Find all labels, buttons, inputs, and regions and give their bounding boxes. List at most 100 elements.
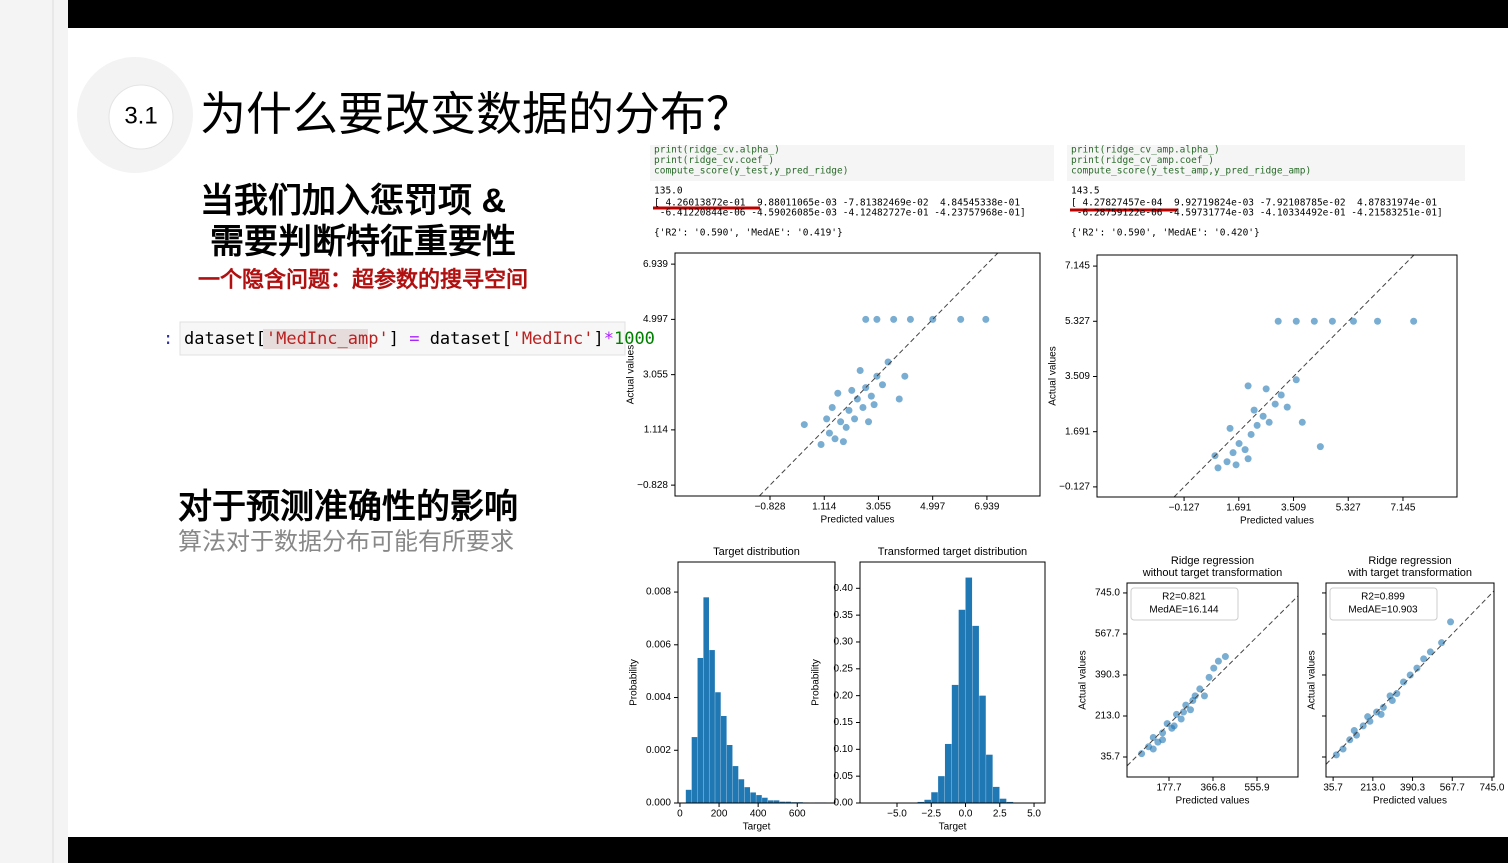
x-tick-label: 600 bbox=[789, 809, 806, 820]
hist-bar bbox=[958, 609, 966, 803]
point bbox=[1420, 655, 1428, 663]
hist-bar bbox=[779, 801, 786, 803]
point bbox=[1271, 400, 1279, 408]
x-axis-label: Predicted values bbox=[1373, 796, 1447, 807]
chart-title: Ridge regression bbox=[1368, 555, 1451, 567]
point bbox=[1244, 455, 1252, 463]
point bbox=[831, 435, 839, 443]
y-axis-label: Actual values bbox=[626, 345, 637, 404]
point bbox=[1159, 729, 1167, 737]
y-tick-label: −0.127 bbox=[1059, 482, 1090, 493]
x-tick-label: 35.7 bbox=[1323, 783, 1343, 794]
y-tick-label: 0.30 bbox=[834, 637, 854, 648]
point bbox=[1229, 449, 1237, 457]
plot-frame bbox=[674, 252, 1041, 497]
point bbox=[1244, 382, 1252, 390]
y-tick-label: 35.7 bbox=[1101, 752, 1121, 763]
y-axis-label: Probability bbox=[811, 659, 822, 706]
point bbox=[1283, 403, 1291, 411]
chart-title: Transformed target distribution bbox=[878, 546, 1027, 558]
code-line: print(ridge_cv_amp.coef_) bbox=[1071, 155, 1214, 166]
hist-bar bbox=[972, 625, 979, 803]
point bbox=[1438, 639, 1446, 647]
code-line: compute_score(y_test_amp,y_pred_ridge_am… bbox=[1071, 166, 1311, 177]
y-tick-label: 0.10 bbox=[834, 744, 854, 755]
x-tick-label: 366.8 bbox=[1200, 783, 1225, 794]
point bbox=[856, 367, 864, 375]
plot-frame bbox=[1096, 254, 1458, 498]
hist-bar bbox=[951, 684, 959, 803]
reference-line bbox=[1325, 590, 1495, 765]
point bbox=[1177, 715, 1185, 723]
x-tick-label: 6.939 bbox=[974, 502, 999, 513]
point bbox=[870, 401, 878, 409]
x-tick-label: −0.828 bbox=[755, 502, 786, 513]
x-axis-label: Target bbox=[743, 822, 771, 833]
point bbox=[906, 315, 914, 323]
y-tick-label: 0.008 bbox=[646, 587, 671, 598]
y-tick-label: 0.25 bbox=[834, 663, 854, 674]
point bbox=[1223, 458, 1231, 466]
x-tick-label: −0.127 bbox=[1169, 503, 1200, 514]
point bbox=[1426, 648, 1434, 656]
y-tick-label: −0.828 bbox=[637, 480, 668, 491]
hist-bar bbox=[697, 657, 704, 803]
hist-bar bbox=[762, 797, 768, 803]
hist-bar bbox=[715, 692, 721, 803]
hist-bar bbox=[721, 715, 727, 803]
y-tick-label: 0.40 bbox=[834, 583, 854, 594]
hist-bar bbox=[732, 766, 739, 803]
point bbox=[1298, 418, 1306, 426]
reference-line bbox=[758, 252, 999, 497]
point bbox=[1214, 657, 1222, 665]
chart-title: without target transformation bbox=[1142, 567, 1282, 579]
point bbox=[1149, 745, 1157, 753]
point bbox=[1205, 673, 1213, 681]
point bbox=[1410, 317, 1418, 325]
reference-line bbox=[1173, 254, 1415, 498]
reference-line bbox=[1126, 595, 1299, 767]
point bbox=[1262, 385, 1270, 393]
output-line: {'R2': '0.590', 'MedAE': '0.419'} bbox=[654, 228, 843, 239]
x-axis-label: Predicted values bbox=[1176, 796, 1250, 807]
point bbox=[1364, 713, 1372, 721]
point bbox=[1232, 461, 1240, 469]
x-tick-label: 200 bbox=[711, 809, 728, 820]
point bbox=[823, 415, 831, 423]
y-tick-label: 1.114 bbox=[644, 425, 669, 436]
point bbox=[1180, 708, 1188, 716]
point bbox=[982, 315, 990, 323]
note: 一个隐含问题：超参数的搜寻空间 bbox=[198, 267, 528, 292]
y-tick-label: 390.3 bbox=[1095, 670, 1120, 681]
point bbox=[1214, 464, 1222, 472]
sidebar bbox=[0, 0, 68, 863]
heading: 对于预测准确性的影响 bbox=[178, 488, 518, 526]
output-line: {'R2': '0.590', 'MedAE': '0.420'} bbox=[1071, 228, 1260, 239]
point bbox=[1339, 745, 1347, 753]
legend-box bbox=[1130, 587, 1239, 621]
point bbox=[1182, 701, 1190, 709]
point bbox=[1138, 750, 1146, 758]
code-line: compute_score(y_test,y_pred_ridge) bbox=[654, 166, 848, 177]
y-tick-label: 0.00 bbox=[834, 798, 854, 809]
x-tick-label: 567.7 bbox=[1440, 783, 1465, 794]
point bbox=[1186, 706, 1194, 714]
code-token: ] bbox=[389, 329, 409, 349]
x-tick-label: 4.997 bbox=[920, 502, 945, 513]
legend-text: MedAE=16.144 bbox=[1149, 605, 1219, 616]
point bbox=[1328, 317, 1336, 325]
y-axis-label: Probability bbox=[629, 659, 640, 706]
x-tick-label: 0.0 bbox=[959, 809, 973, 820]
slide-title: 为什么要改变数据的分布？ bbox=[200, 88, 752, 140]
point bbox=[1200, 692, 1208, 700]
point bbox=[845, 406, 853, 414]
hist-bar bbox=[931, 792, 938, 803]
hist-bar bbox=[1006, 801, 1014, 803]
x-tick-label: 745.0 bbox=[1479, 783, 1504, 794]
code-cell bbox=[650, 145, 1054, 181]
code-operator: * bbox=[604, 329, 614, 349]
point bbox=[837, 418, 845, 426]
badge bbox=[108, 84, 174, 150]
y-tick-label: 4.997 bbox=[643, 314, 668, 325]
point bbox=[1374, 317, 1382, 325]
